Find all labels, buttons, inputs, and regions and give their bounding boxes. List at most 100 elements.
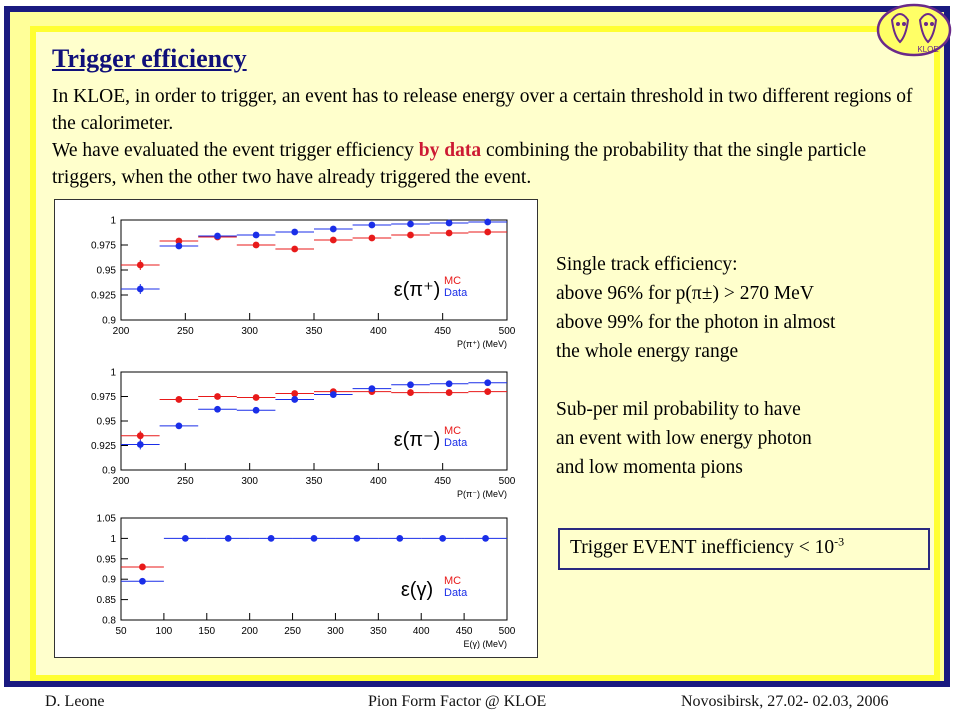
data-point-mc	[136, 261, 144, 269]
x-tick-label: 200	[241, 626, 258, 637]
x-tick-label: 200	[113, 476, 130, 487]
efficiency-chart-3: 0.8 0.85 0.9 0.95 1 1.05 50 100 150 200 250 300 350 4…	[97, 514, 516, 650]
intro-paragraph-2: We have evaluated the event trigger effi…	[52, 137, 932, 191]
data-point-mc	[175, 237, 183, 245]
y-tick-label: 0.95	[97, 266, 117, 277]
y-tick-label: 0.95	[97, 417, 117, 428]
summary-line-6: an event with low energy photon	[556, 428, 812, 449]
panel-label: ε(π⁻)	[394, 429, 441, 451]
logo-text: KLOE	[917, 45, 938, 54]
y-tick-label: 0.8	[102, 616, 116, 627]
data-point-data	[291, 396, 299, 403]
intro-paragraph-1: In KLOE, in order to trigger, an event h…	[52, 86, 913, 134]
data-point-data	[139, 577, 146, 585]
x-tick-label: 350	[306, 476, 323, 487]
data-point-data	[267, 535, 275, 542]
x-axis-label: P(π⁻) (MeV)	[457, 489, 507, 499]
data-point-data	[484, 379, 492, 387]
by-data-highlight: by data	[418, 140, 482, 161]
data-point-mc	[368, 234, 376, 242]
data-point-data	[445, 380, 453, 388]
efficiency-plots-svg: 0.9 0.925 0.95 0.975 1 200 250 300 350 400 450 500 P…	[91, 216, 516, 650]
data-point-data	[407, 220, 414, 228]
data-point-data	[439, 535, 447, 542]
x-tick-label: 500	[499, 626, 516, 637]
data-point-data	[175, 242, 183, 250]
summary-line-2: above 96% for p(π±) > 270 MeV	[556, 283, 814, 304]
x-tick-label: 250	[284, 626, 301, 637]
y-tick-label: 0.95	[97, 554, 117, 565]
x-tick-label: 450	[456, 626, 473, 637]
x-tick-label: 200	[113, 326, 130, 337]
efficiency-chart-2: 0.9 0.925 0.95 0.975 1 200 250 300 350 400 450 500 P…	[91, 368, 516, 500]
summary-line-5: Sub-per mil probability to have	[556, 399, 801, 420]
x-tick-label: 150	[198, 626, 215, 637]
y-tick-label: 0.975	[91, 241, 116, 252]
data-point-data	[396, 535, 404, 542]
footer-talk-title: Pion Form Factor @ KLOE	[368, 693, 547, 710]
efficiency-chart-1: 0.9 0.925 0.95 0.975 1 200 250 300 350 400 450 500 P…	[91, 216, 516, 350]
x-tick-label: 450	[434, 326, 451, 337]
data-point-data	[252, 231, 260, 239]
intro-text: In KLOE, in order to trigger, an event h…	[52, 83, 932, 191]
x-tick-label: 250	[177, 326, 194, 337]
x-tick-label: 450	[434, 476, 451, 487]
legend-data: Data	[444, 437, 468, 449]
data-point-mc	[214, 393, 221, 400]
data-point-data	[329, 225, 337, 233]
x-tick-label: 400	[413, 626, 430, 637]
data-point-data	[445, 219, 453, 227]
footer-author: D. Leone	[45, 693, 105, 710]
x-tick-label: 350	[370, 626, 387, 637]
x-tick-label: 500	[499, 326, 516, 337]
summary-line-7: and low momenta pions	[556, 457, 743, 478]
slide-title: Trigger efficiency	[52, 44, 247, 73]
data-point-data	[181, 535, 189, 542]
intro-p2-post: combining the probability that the singl…	[52, 140, 867, 188]
summary-line-4: the whole energy range	[556, 341, 739, 362]
data-point-mc	[445, 229, 453, 237]
y-tick-label: 1.05	[97, 514, 117, 525]
data-point-data	[214, 232, 221, 240]
data-point-mc	[252, 394, 260, 401]
x-tick-label: 500	[499, 476, 516, 487]
data-point-data	[224, 535, 232, 542]
data-point-data	[353, 535, 361, 542]
y-tick-label: 0.9	[102, 316, 116, 327]
x-tick-label: 300	[327, 626, 344, 637]
y-tick-label: 1	[110, 534, 116, 545]
x-tick-label: 350	[306, 326, 323, 337]
x-tick-label: 300	[241, 476, 258, 487]
data-point-data	[136, 285, 144, 293]
panel-label: ε(γ)	[401, 579, 433, 601]
inefficiency-exponent: -3	[834, 534, 845, 549]
data-point-mc	[329, 236, 337, 244]
plot-frame	[120, 517, 508, 621]
data-point-mc	[291, 245, 299, 253]
legend-data: Data	[444, 287, 468, 299]
data-point-mc	[291, 390, 299, 397]
summary-gap	[556, 366, 835, 395]
x-tick-label: 300	[241, 326, 258, 337]
event-inefficiency-box: Trigger EVENT inefficiency < 10-3	[558, 528, 930, 570]
summary-line-3: above 99% for the photon in almost	[556, 312, 836, 333]
data-point-data	[407, 381, 414, 389]
data-point-data	[368, 385, 376, 393]
y-tick-label: 0.925	[91, 441, 116, 452]
y-tick-label: 0.9	[102, 466, 116, 477]
summary-line-1: Single track efficiency:	[556, 254, 738, 275]
footer-venue-date: Novosibirsk, 27.02- 02.03, 2006	[681, 693, 889, 710]
x-tick-label: 400	[370, 476, 387, 487]
inefficiency-text: Trigger EVENT inefficiency < 10	[570, 537, 835, 558]
panel-label: ε(π⁺)	[394, 279, 441, 301]
y-tick-label: 0.85	[97, 595, 117, 606]
data-point-mc	[407, 389, 414, 396]
legend-mc: MC	[444, 575, 461, 587]
x-tick-label: 400	[370, 326, 387, 337]
x-tick-label: 250	[177, 476, 194, 487]
x-axis-label: P(π⁺) (MeV)	[457, 339, 507, 349]
x-axis-label: E(γ) (MeV)	[464, 639, 508, 649]
y-tick-label: 0.9	[102, 575, 116, 586]
legend-data: Data	[444, 587, 468, 599]
y-tick-label: 1	[110, 368, 116, 379]
